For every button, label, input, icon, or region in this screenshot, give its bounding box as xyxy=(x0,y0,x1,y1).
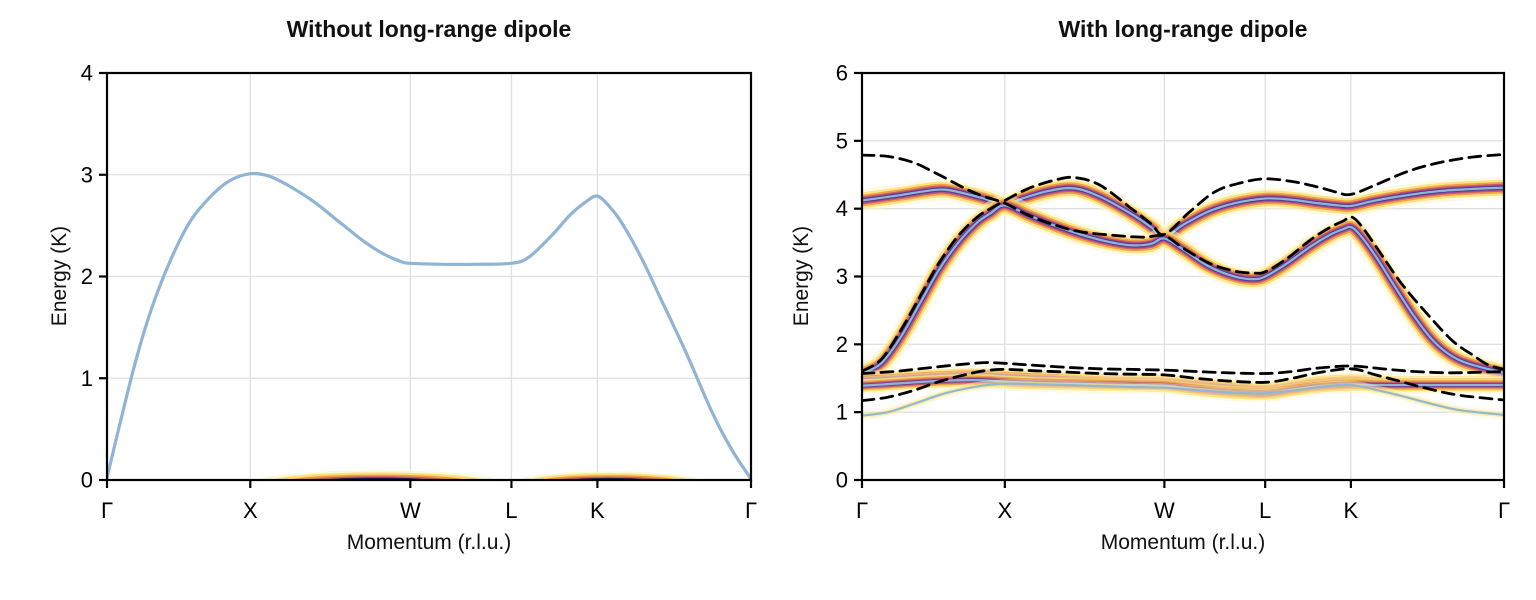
grid xyxy=(862,73,1504,480)
x-tick-label: Γ xyxy=(745,498,757,523)
dashed-reference-band-3 xyxy=(862,361,1504,375)
y-tick-label: 4 xyxy=(836,196,848,221)
x-tick-label: Γ xyxy=(101,498,113,523)
y-tick-label: 2 xyxy=(81,264,93,289)
y-tick-label: 6 xyxy=(836,61,848,86)
broadened-dispersive-band xyxy=(862,194,1504,385)
x-tick-label: X xyxy=(243,498,258,523)
y-tick-label: 0 xyxy=(81,468,93,493)
x-tick-label: Γ xyxy=(856,498,868,523)
x-tick-label: K xyxy=(1344,498,1359,523)
x-tick-label: L xyxy=(1259,498,1271,523)
left-y-axis-label: Energy (K) xyxy=(48,225,71,327)
weak-flat-band-thin xyxy=(862,379,1504,421)
ticks xyxy=(854,71,1506,488)
right-y-axis-label: Energy (K) xyxy=(790,225,813,327)
series-group xyxy=(107,171,751,480)
dashed-reference-band-2 xyxy=(862,153,1504,373)
left-chart-title: Without long-range dipole xyxy=(286,16,572,42)
y-tick-label: 3 xyxy=(836,264,848,289)
right-x-axis-label: Momentum (r.l.u.) xyxy=(1100,531,1266,554)
spin-wave-dispersion xyxy=(107,171,751,480)
dashed-reference-band-1 xyxy=(862,153,1504,371)
y-tick-label: 3 xyxy=(81,162,93,187)
series-group xyxy=(862,153,1504,421)
y-tick-label: 4 xyxy=(81,61,93,86)
x-tick-label: Γ xyxy=(1498,498,1510,523)
y-tick-label: 0 xyxy=(836,468,848,493)
grid xyxy=(107,73,751,480)
x-tick-label: L xyxy=(505,498,517,523)
broadened-flat-band-b xyxy=(862,371,1504,403)
left-x-axis-label: Momentum (r.l.u.) xyxy=(346,531,512,554)
y-tick-label: 1 xyxy=(836,400,848,425)
x-tick-label: X xyxy=(998,498,1013,523)
x-tick-label: K xyxy=(590,498,605,523)
dashed-reference-band-4 xyxy=(862,367,1504,402)
x-tick-label: W xyxy=(1154,498,1175,523)
right-chart-title: With long-range dipole xyxy=(1058,16,1308,42)
y-tick-label: 1 xyxy=(81,366,93,391)
y-tick-label: 2 xyxy=(836,332,848,357)
ticks xyxy=(99,71,753,488)
y-tick-label: 5 xyxy=(836,128,848,153)
x-tick-label: W xyxy=(400,498,421,523)
